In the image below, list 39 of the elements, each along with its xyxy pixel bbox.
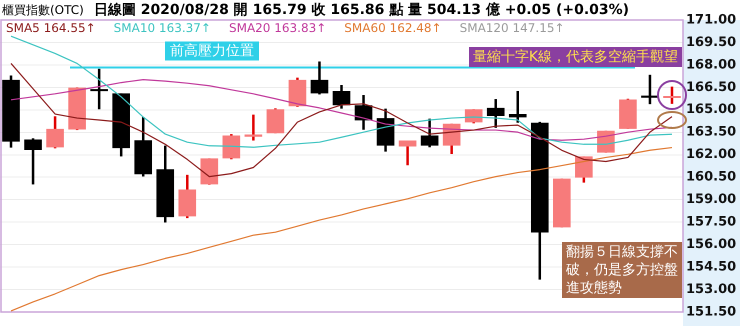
y-tick-label: 156.00	[686, 236, 736, 252]
y-tick-label: 165.00	[686, 102, 736, 118]
y-tick-label: 166.50	[686, 80, 736, 95]
candlestick	[46, 115, 64, 150]
text: SMA20 163.83↑	[228, 21, 326, 35]
candlestick	[354, 94, 372, 132]
text: SMA10 163.37↑	[114, 21, 211, 35]
y-tick-label: 159.00	[686, 192, 736, 208]
candlestick	[420, 117, 438, 149]
chart-subtitle: 日線圖 2020/08/28 開 165.79 收 165.86 點 量 504.13 億 +0.05 (+0.03%)	[94, 1, 630, 19]
y-tick-label: 168.00	[686, 57, 736, 72]
candlestick	[508, 90, 527, 124]
y-tick-label: 157.50	[686, 214, 736, 230]
candlestick	[486, 98, 505, 130]
candlestick	[244, 113, 262, 142]
candlestick	[24, 137, 42, 186]
ref-line-label: 前高壓力位置	[170, 43, 254, 60]
y-tick-label: 169.50	[686, 34, 736, 50]
y-tick-label: 154.50	[686, 259, 736, 274]
y-tick-label: 160.50	[686, 170, 736, 185]
candlestick	[266, 107, 284, 134]
candlestick	[222, 132, 240, 161]
candlestick	[663, 85, 681, 106]
legend-label: SMA120 147.15↑	[460, 21, 565, 35]
y-tick-label: 151.50	[686, 304, 736, 320]
chart-title: 櫃買指數(OTC)	[2, 2, 84, 19]
y-tick-label: 153.00	[686, 282, 736, 297]
y-tick-label: 171.00	[686, 12, 736, 28]
y-tick-label: 162.00	[686, 147, 736, 162]
candlestick	[398, 139, 416, 166]
candlestick	[90, 68, 108, 110]
text: SMA5 164.55↑	[6, 21, 96, 35]
candlestick	[464, 108, 483, 125]
text: SMA60 162.48↑	[344, 21, 442, 35]
y-tick-label: 163.50	[686, 124, 736, 140]
candlestick	[332, 84, 350, 110]
annotation: 翻揚５日線支撐不破，仍是多方控盤進攻態勢	[562, 242, 682, 298]
candlestick	[310, 60, 328, 96]
annotation: 量縮十字K線，代表多空縮手觀望	[468, 47, 682, 67]
